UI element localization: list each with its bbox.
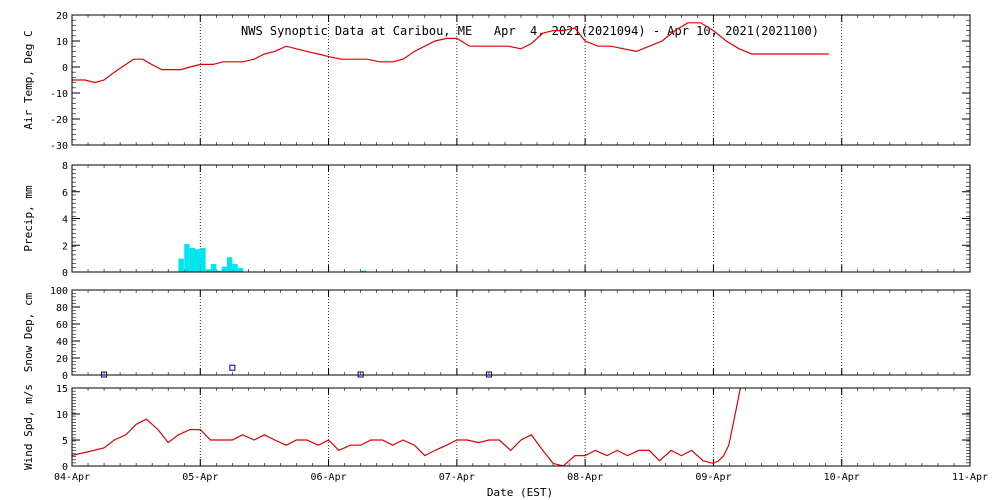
y-tick-label: 6 [62, 188, 68, 199]
y-tick-label: 5 [62, 436, 68, 447]
chart-title: NWS Synoptic Data at Caribou, ME Apr 4, … [241, 24, 819, 38]
y-tick-label: 40 [56, 337, 68, 348]
precip-bar [194, 249, 201, 272]
precip-bar [237, 267, 244, 272]
y-axis-title: Snow Dep, cm [22, 292, 35, 372]
y-tick-label: 2 [62, 241, 68, 252]
precip-bar [205, 269, 212, 272]
x-tick-label: 11-Apr [952, 472, 988, 483]
y-tick-label: 4 [62, 215, 68, 226]
y-tick-label: 15 [56, 384, 68, 395]
y-tick-label: 80 [56, 303, 68, 314]
panel-frame [71, 164, 971, 273]
precip-bar [226, 257, 233, 272]
x-tick-label: 04-Apr [54, 472, 90, 483]
x-tick-label: 05-Apr [182, 472, 218, 483]
series-line [72, 22, 829, 84]
y-tick-label: 0 [62, 462, 68, 473]
y-tick-label: -10 [50, 89, 68, 100]
precip-bar [221, 266, 228, 272]
snow-depth-point [229, 364, 236, 371]
precip-bar [200, 247, 206, 272]
x-tick-label: 09-Apr [695, 472, 731, 483]
y-tick-label: -30 [50, 141, 68, 152]
y-tick-label: 0 [62, 371, 68, 382]
panel-4: 15 10 5 0 Wind Spd, m/s 04-Apr 05-Apr 06-Apr 07-… [22, 384, 988, 483]
x-axis-title: Date (EST) [487, 486, 553, 499]
y-axis-title: Air Temp, Deg C [22, 30, 35, 129]
y-axis-title: Precip, mm [22, 185, 35, 252]
precip-bar [210, 263, 217, 272]
panel-2: 8 6 4 2 0 Precip, mm [22, 161, 971, 279]
panel-frame [71, 387, 971, 467]
y-axis-title: Wind Spd, m/s [22, 384, 35, 470]
x-tick-label: 07-Apr [439, 472, 475, 483]
precip-bar [360, 270, 367, 272]
y-tick-label: 60 [56, 320, 68, 331]
precip-bar [184, 243, 190, 272]
precip-bar [216, 270, 222, 272]
y-tick-label: 10 [56, 410, 68, 421]
y-tick-label: 100 [50, 286, 68, 297]
panel-1: 20 10 0 -10 -20 -30 Air Temp, Deg C [22, 11, 971, 152]
y-tick-label: 20 [56, 354, 68, 365]
panel-frame [71, 14, 971, 146]
y-tick-label: -20 [50, 115, 68, 126]
y-tick-label: 8 [62, 161, 68, 172]
panel-3: 100 80 60 40 20 0 Snow Dep, cm [22, 286, 971, 382]
x-tick-label: 08-Apr [567, 472, 603, 483]
precip-bar [189, 247, 196, 272]
series-line [71, 387, 741, 467]
y-tick-label: 20 [56, 11, 68, 22]
y-tick-label: 10 [56, 37, 68, 48]
precip-bar [232, 263, 238, 272]
precip-bar [178, 258, 184, 272]
panel-frame [71, 289, 971, 376]
x-tick-label: 10-Apr [824, 472, 860, 483]
y-tick-label: 0 [62, 268, 68, 279]
y-tick-label: 0 [62, 63, 68, 74]
x-tick-label: 06-Apr [311, 472, 347, 483]
